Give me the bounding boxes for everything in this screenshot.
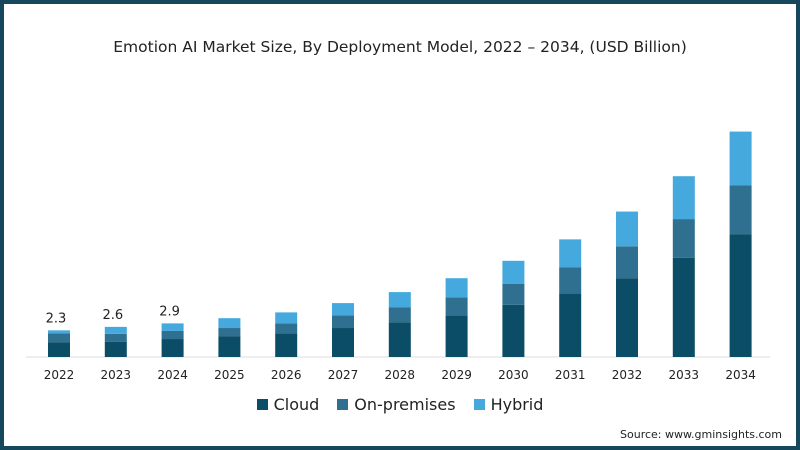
bar-on-premises-2024 bbox=[161, 330, 184, 340]
bar-hybrid-2033 bbox=[672, 176, 695, 220]
x-tick-label: 2024 bbox=[157, 368, 188, 382]
x-tick-label: 2033 bbox=[669, 368, 700, 382]
source-note: Source: www.gminsights.com bbox=[620, 428, 782, 441]
bar-on-premises-2023 bbox=[104, 333, 127, 342]
bar-cloud-2024 bbox=[161, 339, 184, 357]
bar-on-premises-2034 bbox=[729, 185, 752, 235]
data-label: 2.6 bbox=[102, 308, 123, 323]
data-label: 2.3 bbox=[46, 311, 67, 326]
legend-swatch-hybrid bbox=[473, 399, 485, 410]
data-label: 2.9 bbox=[159, 304, 180, 319]
bar-hybrid-2030 bbox=[502, 260, 525, 284]
legend-swatch-cloud bbox=[256, 399, 268, 410]
bar-on-premises-2025 bbox=[218, 328, 241, 337]
bar-cloud-2029 bbox=[445, 315, 468, 357]
bar-on-premises-2022 bbox=[48, 333, 70, 343]
legend-label: Hybrid bbox=[490, 395, 544, 414]
x-tick-label: 2023 bbox=[101, 368, 132, 382]
bar-hybrid-2031 bbox=[559, 239, 582, 268]
x-tick-label: 2028 bbox=[385, 368, 416, 382]
bar-hybrid-2023 bbox=[104, 326, 127, 334]
bar-cloud-2030 bbox=[502, 304, 525, 357]
bar-hybrid-2027 bbox=[332, 303, 354, 316]
x-tick-label: 2031 bbox=[555, 368, 586, 382]
bar-on-premises-2028 bbox=[388, 307, 411, 323]
bar-hybrid-2022 bbox=[48, 330, 70, 334]
bar-hybrid-2024 bbox=[161, 323, 184, 331]
legend-item-hybrid: Hybrid bbox=[473, 395, 544, 414]
chart-title: Emotion AI Market Size, By Deployment Mo… bbox=[113, 38, 687, 56]
bar-cloud-2034 bbox=[729, 234, 752, 357]
bar-cloud-2031 bbox=[559, 293, 582, 357]
bar-on-premises-2031 bbox=[559, 267, 582, 294]
bar-hybrid-2034 bbox=[729, 131, 752, 186]
bar-on-premises-2029 bbox=[445, 297, 468, 316]
x-tick-label: 2025 bbox=[214, 368, 245, 382]
legend-item-on-premises: On-premises bbox=[337, 395, 456, 414]
x-tick-label: 2030 bbox=[498, 368, 529, 382]
legend-swatch-on-premises bbox=[337, 399, 349, 410]
bar-cloud-2027 bbox=[332, 328, 354, 357]
bar-cloud-2022 bbox=[48, 342, 70, 357]
bar-cloud-2032 bbox=[616, 278, 638, 357]
bar-cloud-2033 bbox=[672, 257, 695, 357]
x-tick-label: 2032 bbox=[612, 368, 643, 382]
x-tick-label: 2027 bbox=[328, 368, 359, 382]
bar-hybrid-2029 bbox=[445, 278, 468, 298]
bar-on-premises-2032 bbox=[616, 246, 638, 279]
legend-item-cloud: Cloud bbox=[256, 395, 320, 414]
bar-hybrid-2028 bbox=[388, 292, 411, 308]
bar-hybrid-2026 bbox=[275, 312, 298, 324]
bar-cloud-2028 bbox=[388, 322, 411, 357]
x-tick-label: 2022 bbox=[44, 368, 75, 382]
x-tick-label: 2034 bbox=[725, 368, 756, 382]
bar-on-premises-2026 bbox=[275, 323, 298, 334]
bar-on-premises-2027 bbox=[332, 315, 354, 329]
x-tick-label: 2026 bbox=[271, 368, 302, 382]
x-tick-label: 2029 bbox=[441, 368, 472, 382]
bar-hybrid-2032 bbox=[616, 211, 638, 247]
bar-hybrid-2025 bbox=[218, 318, 241, 329]
legend-label: Cloud bbox=[273, 395, 320, 414]
bar-on-premises-2030 bbox=[502, 283, 525, 305]
bar-chart: 2022 2.3 2023 2.6 2024 2.9 2025 2026 2027 2028 202… bbox=[26, 131, 770, 382]
bar-cloud-2026 bbox=[275, 333, 298, 357]
legend: Cloud On-premises Hybrid bbox=[4, 395, 796, 414]
bar-on-premises-2033 bbox=[672, 219, 695, 258]
bar-cloud-2025 bbox=[218, 336, 241, 357]
bar-cloud-2023 bbox=[104, 341, 127, 357]
legend-label: On-premises bbox=[354, 395, 456, 414]
